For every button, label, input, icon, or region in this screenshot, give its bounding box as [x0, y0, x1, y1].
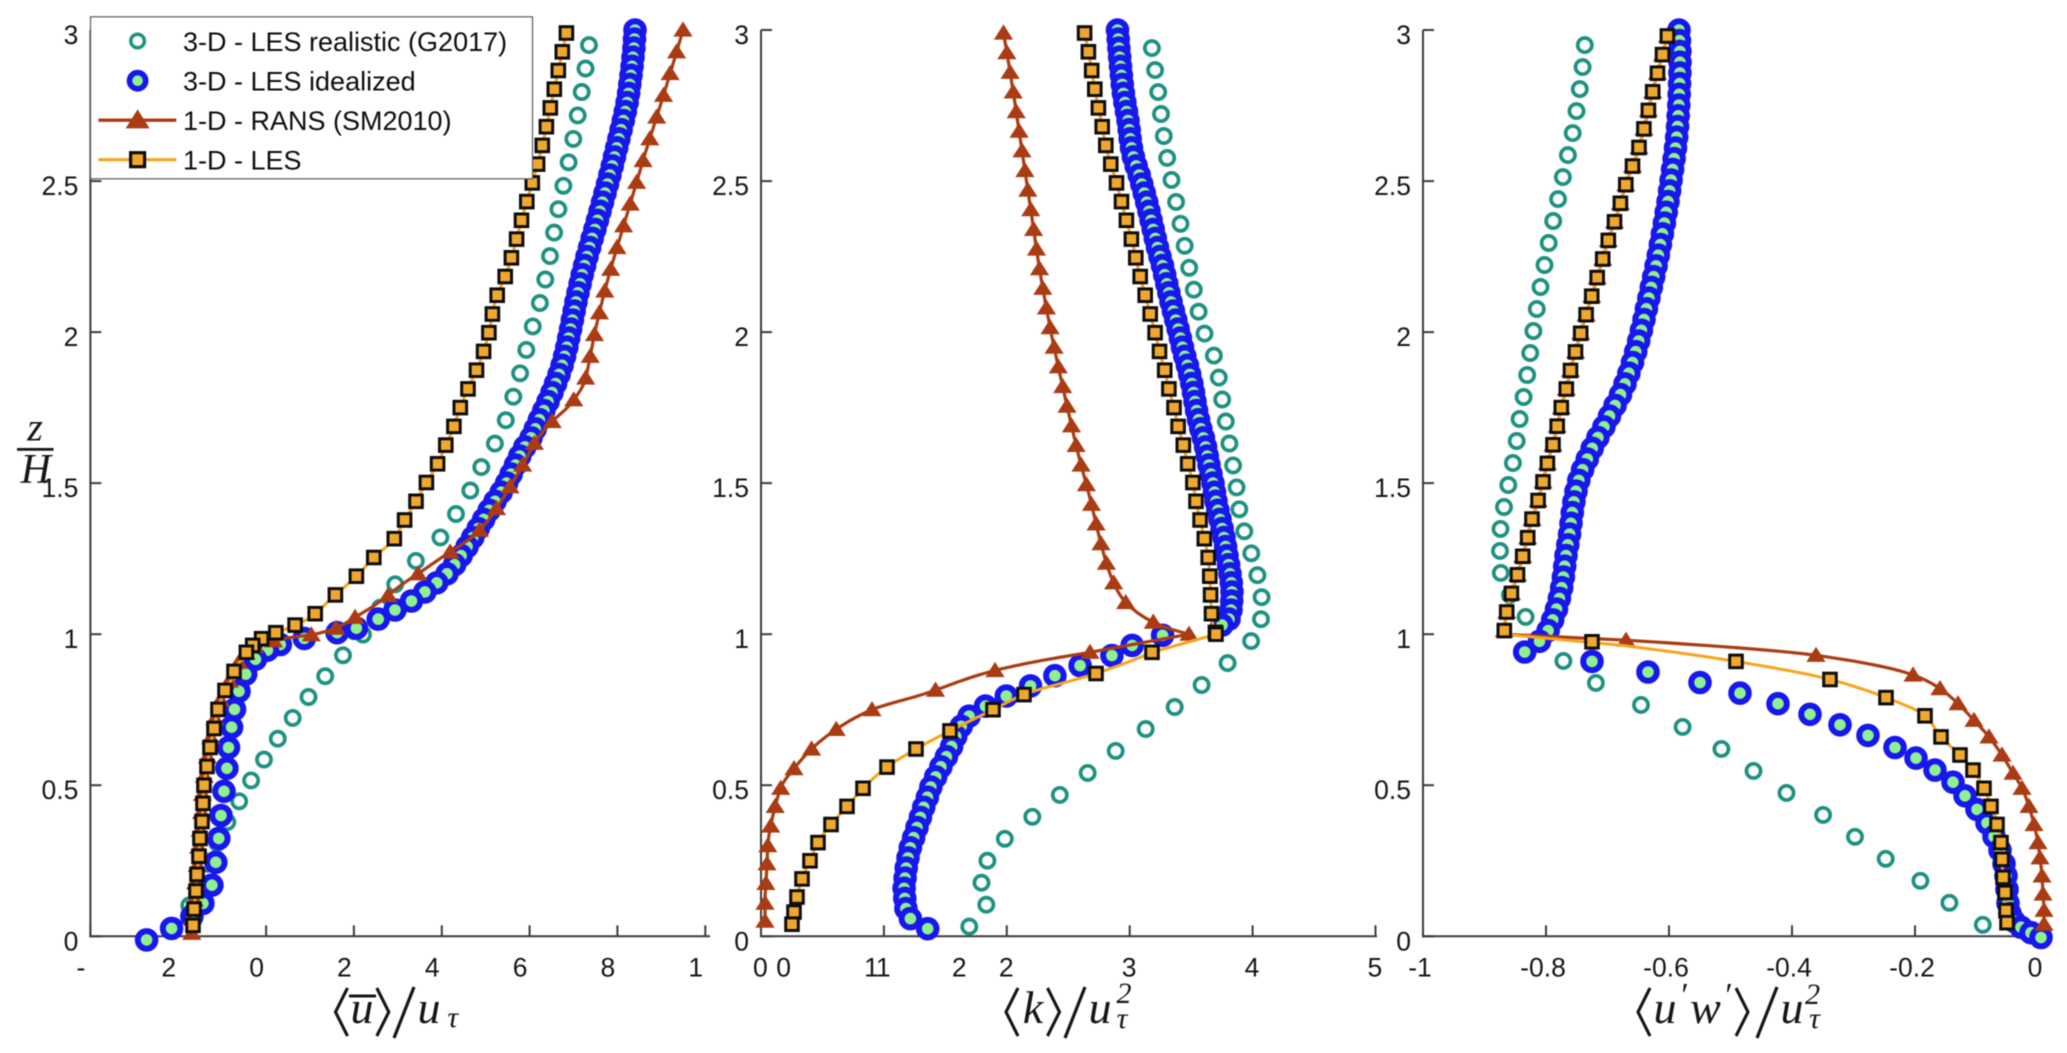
svg-text:1: 1 — [876, 953, 891, 983]
svg-text:H: H — [20, 447, 54, 493]
svg-text:3: 3 — [734, 20, 749, 50]
svg-text:1: 1 — [864, 953, 879, 983]
svg-text:0: 0 — [734, 926, 749, 956]
svg-text:2: 2 — [734, 322, 749, 352]
svg-text:1-D - LES: 1-D - LES — [183, 146, 302, 176]
svg-text:1: 1 — [1396, 624, 1411, 654]
svg-text:1-D - RANS (SM2010): 1-D - RANS (SM2010) — [183, 106, 452, 136]
svg-text:2: 2 — [999, 953, 1014, 983]
svg-text:2: 2 — [337, 953, 352, 983]
svg-text:0.5: 0.5 — [1374, 775, 1411, 805]
svg-text:′: ′ — [1723, 977, 1731, 1014]
svg-text:8: 8 — [601, 953, 616, 983]
svg-text:3-D - LES idealized: 3-D - LES idealized — [183, 67, 416, 97]
svg-text:τ: τ — [1117, 1002, 1129, 1035]
svg-text:2: 2 — [1805, 978, 1820, 1011]
svg-text:2.5: 2.5 — [1374, 171, 1411, 201]
svg-text:-0.2: -0.2 — [1889, 953, 1935, 983]
svg-text:2: 2 — [161, 953, 176, 983]
svg-text:-: - — [76, 953, 85, 983]
svg-text:0: 0 — [1396, 926, 1411, 956]
svg-text:0: 0 — [2028, 953, 2043, 983]
svg-text:4: 4 — [1245, 953, 1260, 983]
svg-text:6: 6 — [513, 953, 528, 983]
svg-text:0: 0 — [249, 953, 264, 983]
svg-text:1.5: 1.5 — [712, 473, 749, 503]
svg-text:1: 1 — [734, 624, 749, 654]
svg-text:u: u — [351, 982, 374, 1033]
svg-text:1: 1 — [64, 624, 79, 654]
svg-text:0.5: 0.5 — [712, 775, 749, 805]
svg-text:u: u — [1089, 982, 1112, 1033]
svg-text:4: 4 — [425, 953, 440, 983]
svg-text:w: w — [1690, 982, 1721, 1033]
svg-text:3: 3 — [64, 20, 79, 50]
svg-text:1.5: 1.5 — [1374, 473, 1411, 503]
svg-text:1: 1 — [688, 953, 703, 983]
svg-text:2: 2 — [64, 322, 79, 352]
svg-text:3-D - LES realistic (G2017): 3-D - LES realistic (G2017) — [183, 27, 507, 57]
svg-text:τ: τ — [447, 1001, 459, 1034]
svg-text:0: 0 — [64, 926, 79, 956]
svg-text:2: 2 — [952, 953, 967, 983]
svg-text:-0.6: -0.6 — [1643, 953, 1689, 983]
svg-text:0.5: 0.5 — [42, 775, 79, 805]
svg-text:u: u — [1654, 982, 1677, 1033]
svg-text:0: 0 — [776, 953, 791, 983]
svg-text:2.5: 2.5 — [712, 171, 749, 201]
svg-text:5: 5 — [1368, 953, 1383, 983]
svg-text:-0.4: -0.4 — [1766, 953, 1812, 983]
svg-text:3: 3 — [1122, 953, 1137, 983]
svg-text:0: 0 — [753, 953, 768, 983]
svg-text:1.5: 1.5 — [42, 473, 79, 503]
svg-text:-0.8: -0.8 — [1520, 953, 1566, 983]
svg-text:τ: τ — [1809, 1002, 1821, 1035]
svg-text:k: k — [1023, 982, 1045, 1033]
svg-text:′: ′ — [1679, 977, 1687, 1014]
svg-text:u: u — [1781, 982, 1804, 1033]
svg-text:-1: -1 — [1408, 953, 1432, 983]
svg-text:2: 2 — [1117, 977, 1132, 1010]
svg-text:2: 2 — [1396, 322, 1411, 352]
svg-text:2.5: 2.5 — [42, 171, 79, 201]
svg-text:z: z — [26, 405, 43, 450]
svg-text:u: u — [418, 982, 441, 1033]
svg-text:3: 3 — [1396, 20, 1411, 50]
